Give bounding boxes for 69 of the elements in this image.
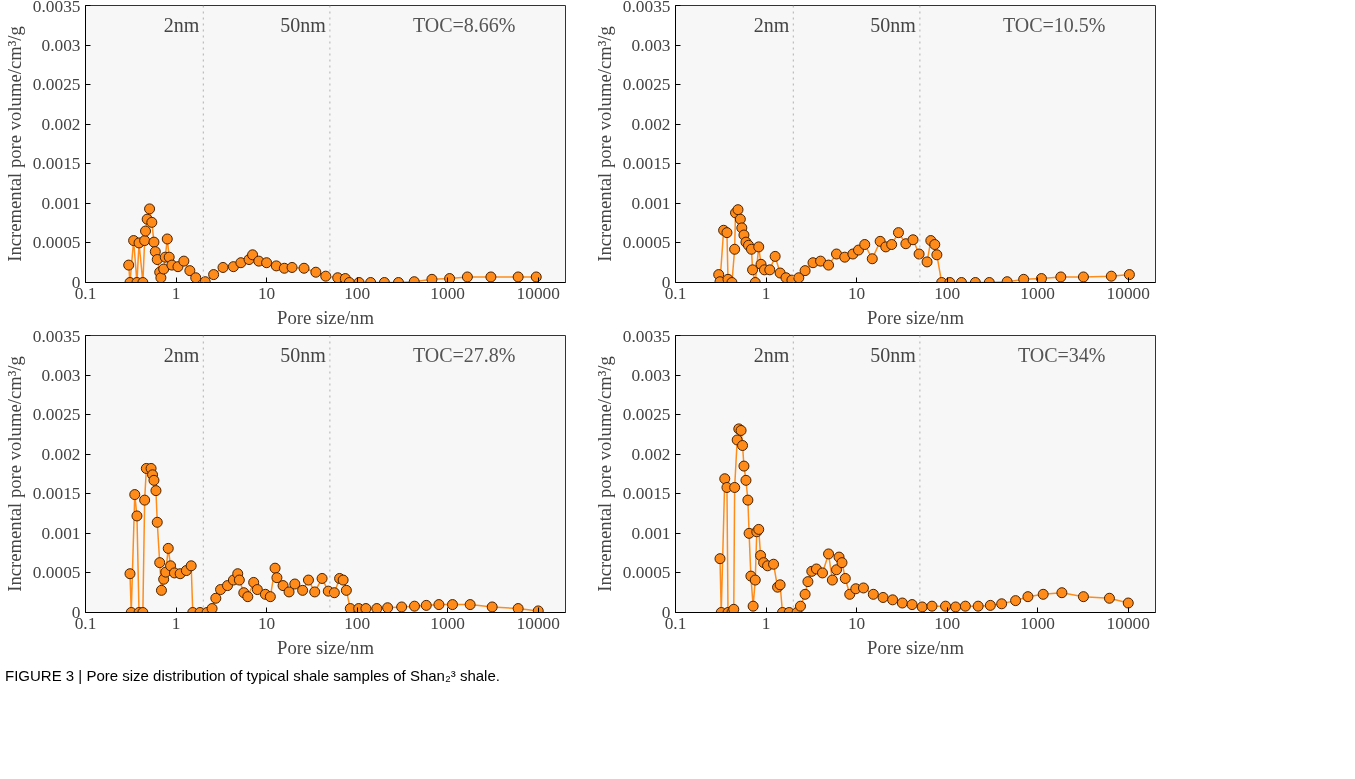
y-tick-label: 0.002 <box>631 444 671 464</box>
y-tick-label: 0.001 <box>41 193 81 213</box>
y-tick-label: 0.0005 <box>622 233 671 253</box>
ref-line-label: 2nm <box>753 343 790 366</box>
ref-line-label: 50nm <box>280 343 327 366</box>
x-tick-label: 1000 <box>1020 283 1056 303</box>
ref-line-label: 50nm <box>870 343 917 366</box>
x-tick-label: 10000 <box>1106 613 1150 633</box>
y-tick-label: 0.0035 <box>32 326 81 346</box>
x-tick-label: 100 <box>934 283 961 303</box>
y-axis-title: Incremental pore volume/cm³/g <box>593 356 615 592</box>
y-tick-label: 0.003 <box>41 35 81 55</box>
x-tick-label: 1 <box>171 283 181 303</box>
y-tick-label: 0.003 <box>631 365 671 385</box>
x-tick-label: 1 <box>171 613 181 633</box>
x-tick-label: 10 <box>257 283 276 303</box>
y-tick-label: 0.002 <box>631 114 671 134</box>
x-tick-label: 1 <box>761 613 771 633</box>
x-tick-label: 1000 <box>1020 613 1056 633</box>
y-tick-label: 0.0035 <box>32 0 81 16</box>
y-tick-label: 0.0005 <box>32 233 81 253</box>
x-tick-label: 10 <box>847 613 866 633</box>
y-tick-label: 0.0025 <box>32 405 81 425</box>
annotation: TOC=8.66% <box>412 13 516 36</box>
x-tick-label: 10 <box>847 283 866 303</box>
y-tick-label: 0.003 <box>41 365 81 385</box>
y-tick-label: 0.0015 <box>32 484 81 504</box>
x-tick-label: 10000 <box>516 613 560 633</box>
x-axis-title: Pore size/nm <box>867 306 965 328</box>
y-axis-title: Incremental pore volume/cm³/g <box>593 26 615 262</box>
x-axis-title: Pore size/nm <box>277 636 375 658</box>
y-tick-label: 0.003 <box>631 35 671 55</box>
annotation: TOC=27.8% <box>412 343 516 366</box>
x-tick-label: 1000 <box>430 283 466 303</box>
y-tick-label: 0.0025 <box>622 405 671 425</box>
x-tick-label: 100 <box>344 283 371 303</box>
annotation: TOC=34% <box>1017 343 1106 366</box>
y-tick-label: 0.0005 <box>622 563 671 583</box>
annotation: TOC=10.5% <box>1002 13 1106 36</box>
x-axis-title: Pore size/nm <box>277 306 375 328</box>
y-tick-label: 0.001 <box>631 193 671 213</box>
y-tick-label: 0.0035 <box>622 0 671 16</box>
y-tick-label: 0.001 <box>631 523 671 543</box>
ref-line-label: 2nm <box>753 13 790 36</box>
y-tick-label: 0.001 <box>41 523 81 543</box>
x-tick-label: 1 <box>761 283 771 303</box>
x-tick-label: 100 <box>344 613 371 633</box>
y-axis-title: Incremental pore volume/cm³/g <box>3 26 25 262</box>
y-tick-label: 0.002 <box>41 114 81 134</box>
y-tick-label: 0.0005 <box>32 563 81 583</box>
x-tick-label: 100 <box>934 613 961 633</box>
y-tick-label: 0.0035 <box>622 326 671 346</box>
y-tick-label: 0.002 <box>41 444 81 464</box>
ref-line-label: 2nm <box>163 13 200 36</box>
x-tick-label: 10000 <box>516 283 560 303</box>
y-axis-title: Incremental pore volume/cm³/g <box>3 356 25 592</box>
y-tick-label: 0.0025 <box>622 75 671 95</box>
x-tick-label: 10000 <box>1106 283 1150 303</box>
y-tick-label: 0.0015 <box>32 154 81 174</box>
ref-line-label: 2nm <box>163 343 200 366</box>
caption: FIGURE 3 | Pore size distribution of typical shale samples of Shan₂³ shale. <box>5 666 500 686</box>
y-tick-label: 0.0025 <box>32 75 81 95</box>
y-tick-label: 0.0015 <box>622 154 671 174</box>
x-tick-label: 10 <box>257 613 276 633</box>
ref-line-label: 50nm <box>870 13 917 36</box>
x-axis-title: Pore size/nm <box>867 636 965 658</box>
y-tick-label: 0.0015 <box>622 484 671 504</box>
x-tick-label: 1000 <box>430 613 466 633</box>
ref-line-label: 50nm <box>280 13 327 36</box>
